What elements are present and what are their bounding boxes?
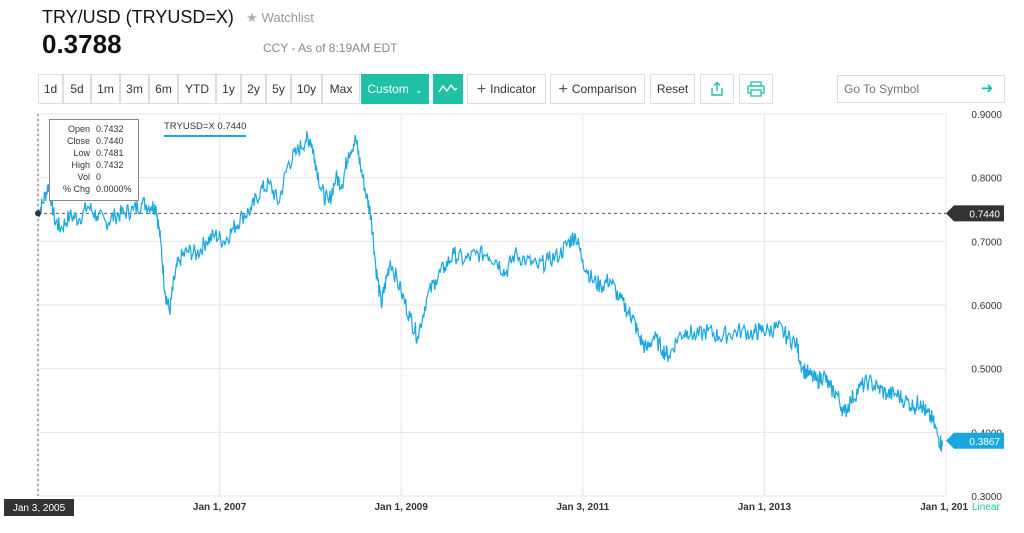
- series-line-tryusd: [37, 130, 943, 453]
- open-value: 0.7432: [96, 124, 124, 134]
- x-tick-label: Jan 3, 2011: [556, 502, 609, 513]
- close-label: Close: [66, 136, 90, 146]
- share-icon: [711, 81, 723, 96]
- high-value: 0.7432: [96, 160, 124, 170]
- vol-value: 0: [96, 172, 102, 182]
- x-tick-label: Jan 1, 2009: [375, 502, 429, 513]
- y-tick-label: 0.5000: [971, 365, 1002, 376]
- range-6m[interactable]: 6m: [149, 74, 178, 104]
- range-10y[interactable]: 10y: [291, 74, 322, 104]
- plus-icon: +: [558, 81, 568, 98]
- indicator-button[interactable]: + Indicator: [467, 74, 546, 104]
- vol-label: Vol: [77, 172, 90, 182]
- x-tick-label: Jan 1, 2013: [738, 502, 792, 513]
- open-label: Open: [67, 124, 90, 134]
- close-value: 0.7440: [96, 136, 124, 146]
- range-2y[interactable]: 2y: [241, 74, 266, 104]
- y-tick-label: 0.7000: [971, 237, 1002, 248]
- y-tick-label: 0.8000: [971, 174, 1002, 185]
- print-button[interactable]: [739, 74, 773, 104]
- reset-button[interactable]: Reset: [650, 74, 695, 104]
- crosshair-date-text: Jan 3, 2005: [13, 503, 66, 514]
- x-axis-labels: Jan 1, 2007 Jan 1, 2009 Jan 3, 2011 Jan 1, …: [193, 502, 969, 513]
- arrow-right-icon[interactable]: ➜: [980, 80, 994, 97]
- y-tick-label: 0.3000: [971, 492, 1002, 503]
- low-label: Low: [73, 148, 90, 158]
- plus-icon: +: [476, 81, 487, 98]
- as-of-timestamp: CCY - As of 8:19AM EDT: [263, 41, 398, 55]
- x-tick-label: Jan 1, 2007: [193, 502, 247, 513]
- star-icon: ★: [246, 10, 258, 25]
- range-3m[interactable]: 3m: [120, 74, 149, 104]
- last-value-flag: 0.3867: [946, 432, 1004, 449]
- chevron-down-icon: ⌄: [415, 85, 423, 95]
- printer-icon: [747, 81, 765, 97]
- last-value-flag-text: 0.3867: [969, 437, 1000, 448]
- watchlist-button[interactable]: ★ Watchlist: [246, 10, 314, 26]
- share-button[interactable]: [700, 74, 734, 104]
- comparison-label: Comparison: [571, 82, 637, 96]
- high-label: High: [71, 160, 90, 170]
- range-1d[interactable]: 1d: [38, 74, 63, 104]
- low-value: 0.7481: [96, 148, 124, 158]
- go-to-symbol-input[interactable]: [838, 76, 968, 102]
- indicator-label: Indicator: [490, 82, 537, 96]
- custom-range-dropdown[interactable]: Custom ⌄: [361, 74, 429, 104]
- series-legend: TRYUSD=X 0.7440: [164, 121, 247, 137]
- range-5d[interactable]: 5d: [63, 74, 91, 104]
- pct-change-value: 0.0000%: [96, 184, 132, 194]
- comparison-button[interactable]: + Comparison: [550, 74, 645, 104]
- crosshair-value-flag-text: 0.7440: [969, 209, 1000, 220]
- last-value-flag-bg: [946, 432, 1004, 449]
- chart-gridlines: [37, 113, 947, 497]
- watchlist-label: Watchlist: [261, 10, 314, 25]
- custom-label: Custom: [367, 82, 409, 96]
- crosshair-value-flag-bg: [946, 205, 1004, 222]
- scale-toggle[interactable]: Linear: [972, 502, 1000, 513]
- crosshair-date-flag: Jan 3, 2005: [4, 499, 74, 516]
- y-tick-label: 0.6000: [971, 301, 1002, 312]
- pct-change-label: % Chg: [62, 184, 90, 194]
- range-ytd[interactable]: YTD: [178, 74, 216, 104]
- x-tick-label: Jan 1, 201: [920, 502, 968, 513]
- current-price: 0.3788: [42, 29, 122, 59]
- line-chart-icon: [438, 83, 458, 93]
- symbol-title: TRY/USD (TRYUSD=X): [42, 7, 234, 27]
- go-to-symbol-box: ➜: [837, 75, 1005, 103]
- range-5y[interactable]: 5y: [266, 74, 291, 104]
- range-1m[interactable]: 1m: [91, 74, 120, 104]
- y-tick-label: 0.9000: [971, 110, 1002, 121]
- crosshair-marker: [35, 210, 41, 217]
- crosshair-value-flag: 0.7440: [946, 205, 1004, 222]
- chart-type-button[interactable]: [433, 74, 463, 104]
- range-max[interactable]: Max: [322, 74, 360, 104]
- ohlc-tooltip: Open 0.7432 Close 0.7440 Low 0.7481 High 0.7…: [49, 119, 139, 201]
- range-1y[interactable]: 1y: [216, 74, 241, 104]
- crosshair-date-bg: [4, 499, 74, 516]
